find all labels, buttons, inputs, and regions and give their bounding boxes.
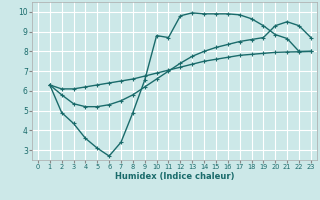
X-axis label: Humidex (Indice chaleur): Humidex (Indice chaleur): [115, 172, 234, 181]
